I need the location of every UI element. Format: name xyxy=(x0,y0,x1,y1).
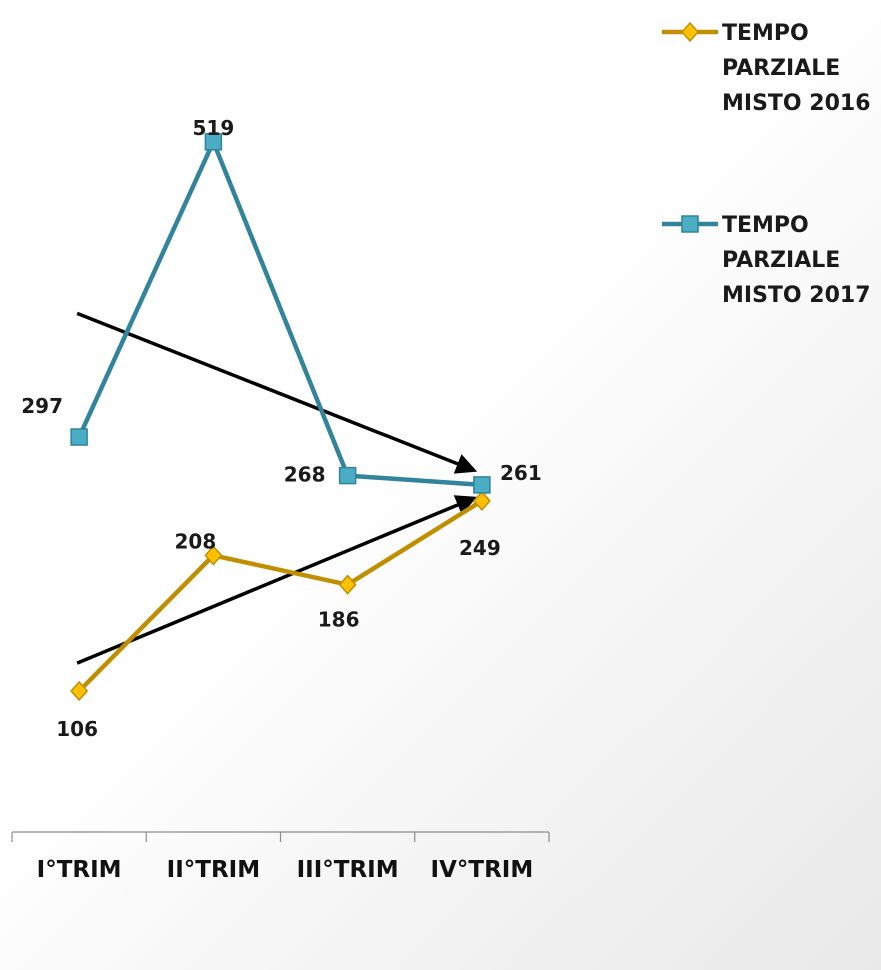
data-point xyxy=(204,545,223,566)
data-point xyxy=(70,428,88,446)
trend-arrows xyxy=(76,311,478,665)
series-line xyxy=(77,139,483,488)
data-point xyxy=(70,680,89,702)
legend-entry-1: TEMPO PARZIALE MISTO 2016 xyxy=(662,21,871,116)
x-tick-label: IV°TRIM xyxy=(431,857,534,883)
legend-entry-2: TEMPO PARZIALE MISTO 2017 xyxy=(662,213,871,308)
data-label: 261 xyxy=(500,461,542,485)
series-line xyxy=(77,498,484,693)
data-label: 249 xyxy=(459,536,501,560)
series-2 xyxy=(70,133,491,494)
trend-arrow xyxy=(76,311,478,474)
data-label: 519 xyxy=(193,116,235,140)
x-tick-label: I°TRIM xyxy=(37,857,122,883)
x-axis: I°TRIM II°TRIM III°TRIM IV°TRIM xyxy=(11,831,550,883)
data-point xyxy=(473,476,491,494)
data-point xyxy=(338,574,357,595)
data-label: 297 xyxy=(21,394,63,418)
data-label: 106 xyxy=(56,717,98,741)
series-1 xyxy=(70,490,491,702)
x-tick-label: III°TRIM xyxy=(297,857,399,883)
data-label: 186 xyxy=(318,608,360,632)
trend-arrow xyxy=(76,495,478,665)
data-point xyxy=(338,466,357,485)
x-tick-label: II°TRIM xyxy=(167,857,260,883)
data-label: 268 xyxy=(284,463,326,487)
data-point xyxy=(472,490,491,511)
legend-label: TEMPO PARZIALE MISTO 2016 xyxy=(722,21,871,116)
legend-marker xyxy=(681,215,699,233)
data-labels: 106 208 186 249 297 519 268 261 xyxy=(21,116,542,741)
legend-label: TEMPO PARZIALE MISTO 2017 xyxy=(722,213,871,308)
legend: TEMPO PARZIALE MISTO 2016 TEMPO PARZIALE MIST… xyxy=(662,21,871,308)
series-layer xyxy=(70,133,491,702)
legend-marker xyxy=(680,21,700,43)
data-point xyxy=(204,133,223,151)
data-label: 208 xyxy=(175,529,217,553)
